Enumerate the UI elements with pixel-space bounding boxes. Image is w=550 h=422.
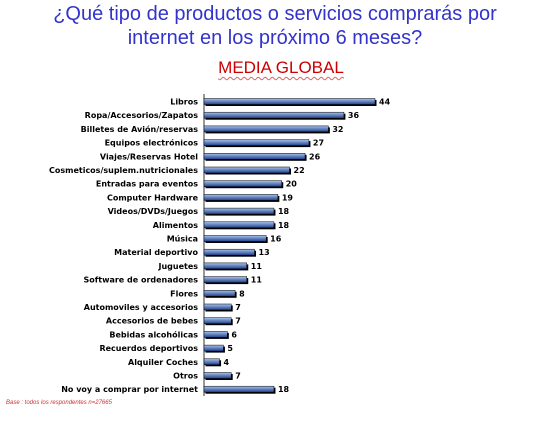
value-label: 4 — [224, 358, 230, 367]
value-label: 11 — [251, 276, 263, 285]
bar — [203, 385, 275, 393]
bar — [203, 235, 267, 242]
bar — [203, 153, 306, 160]
value-label: 6 — [231, 330, 237, 339]
category-label: Videos/DVDs/Juegos — [108, 207, 199, 216]
category-label: No voy a comprar por internet — [61, 385, 198, 394]
bar — [203, 194, 279, 201]
category-label: Automoviles y accesorios — [84, 303, 198, 312]
value-label: 18 — [278, 385, 290, 394]
category-label: Equipos electrónicos — [105, 138, 199, 148]
bar — [203, 276, 247, 283]
category-label: Alimentos — [153, 221, 198, 230]
bar — [203, 344, 224, 352]
bar — [203, 125, 329, 133]
bar — [203, 139, 310, 146]
bar — [203, 331, 228, 338]
bar — [203, 166, 290, 174]
value-label: 7 — [235, 303, 241, 312]
bar — [203, 207, 275, 215]
category-label: Ropa/Accesorios/Zapatos — [85, 111, 199, 120]
bar — [203, 290, 236, 297]
category-label: Material deportivo — [114, 248, 198, 257]
category-label: Billetes de Avión/reservas — [81, 124, 199, 134]
value-label: 18 — [278, 221, 290, 230]
bar — [203, 372, 232, 379]
category-label: Accesorios de bebes — [106, 317, 198, 326]
value-label: 18 — [278, 207, 290, 216]
bar — [203, 111, 345, 119]
category-label: Viajes/Reservas Hotel — [100, 152, 198, 161]
value-label: 19 — [282, 193, 294, 202]
chart-marks: Libros 44 Ropa/Accesorios/Zapatos 36 Billete… — [49, 98, 391, 395]
value-label: 26 — [309, 152, 321, 161]
bar — [203, 248, 255, 256]
value-label: 20 — [286, 180, 298, 189]
chart-title: ¿Qué tipo de productos o servicios compr… — [0, 2, 550, 50]
subtitle-text: MEDIA GLOBAL — [218, 58, 344, 77]
chart-subtitle: MEDIA GLOBAL — [0, 58, 550, 78]
value-label: 27 — [313, 139, 324, 148]
bar — [203, 303, 232, 311]
footnote: Base : todos los respondentes n=27665 — [6, 400, 112, 406]
value-label: 11 — [251, 262, 263, 271]
title-line-1: ¿Qué tipo de productos o servicios compr… — [53, 3, 497, 25]
category-label: Software de ordenadores — [84, 276, 199, 285]
value-label: 32 — [332, 125, 343, 134]
category-label: Bebidas alcohólicas — [109, 329, 198, 339]
value-label: 13 — [259, 248, 270, 257]
value-label: 44 — [379, 98, 391, 107]
bar — [203, 180, 282, 187]
title-line-2: internet en los próximo 6 meses? — [127, 27, 423, 49]
category-label: Computer Hardware — [107, 193, 199, 202]
category-label: Libros — [170, 98, 198, 107]
category-label: Flores — [170, 289, 198, 298]
category-label: Entradas para eventos — [96, 180, 198, 189]
category-label: Cosmeticos/suplem.nutricionales — [49, 166, 198, 175]
value-label: 16 — [270, 235, 282, 244]
bar — [203, 221, 275, 229]
value-label: 22 — [294, 166, 305, 175]
bar — [203, 358, 220, 366]
category-label: Alquiler Coches — [128, 358, 198, 367]
value-label: 5 — [227, 344, 233, 353]
category-label: Recuerdos deportivos — [99, 344, 198, 353]
value-label: 36 — [348, 111, 360, 120]
bar — [203, 262, 247, 270]
category-label: Otros — [173, 372, 198, 381]
value-label: 7 — [235, 372, 241, 381]
value-label: 8 — [239, 289, 245, 298]
bar — [203, 317, 232, 324]
bar — [203, 98, 376, 105]
category-label: Música — [167, 235, 198, 244]
category-label: Juguetes — [157, 262, 198, 271]
value-label: 7 — [235, 317, 241, 326]
